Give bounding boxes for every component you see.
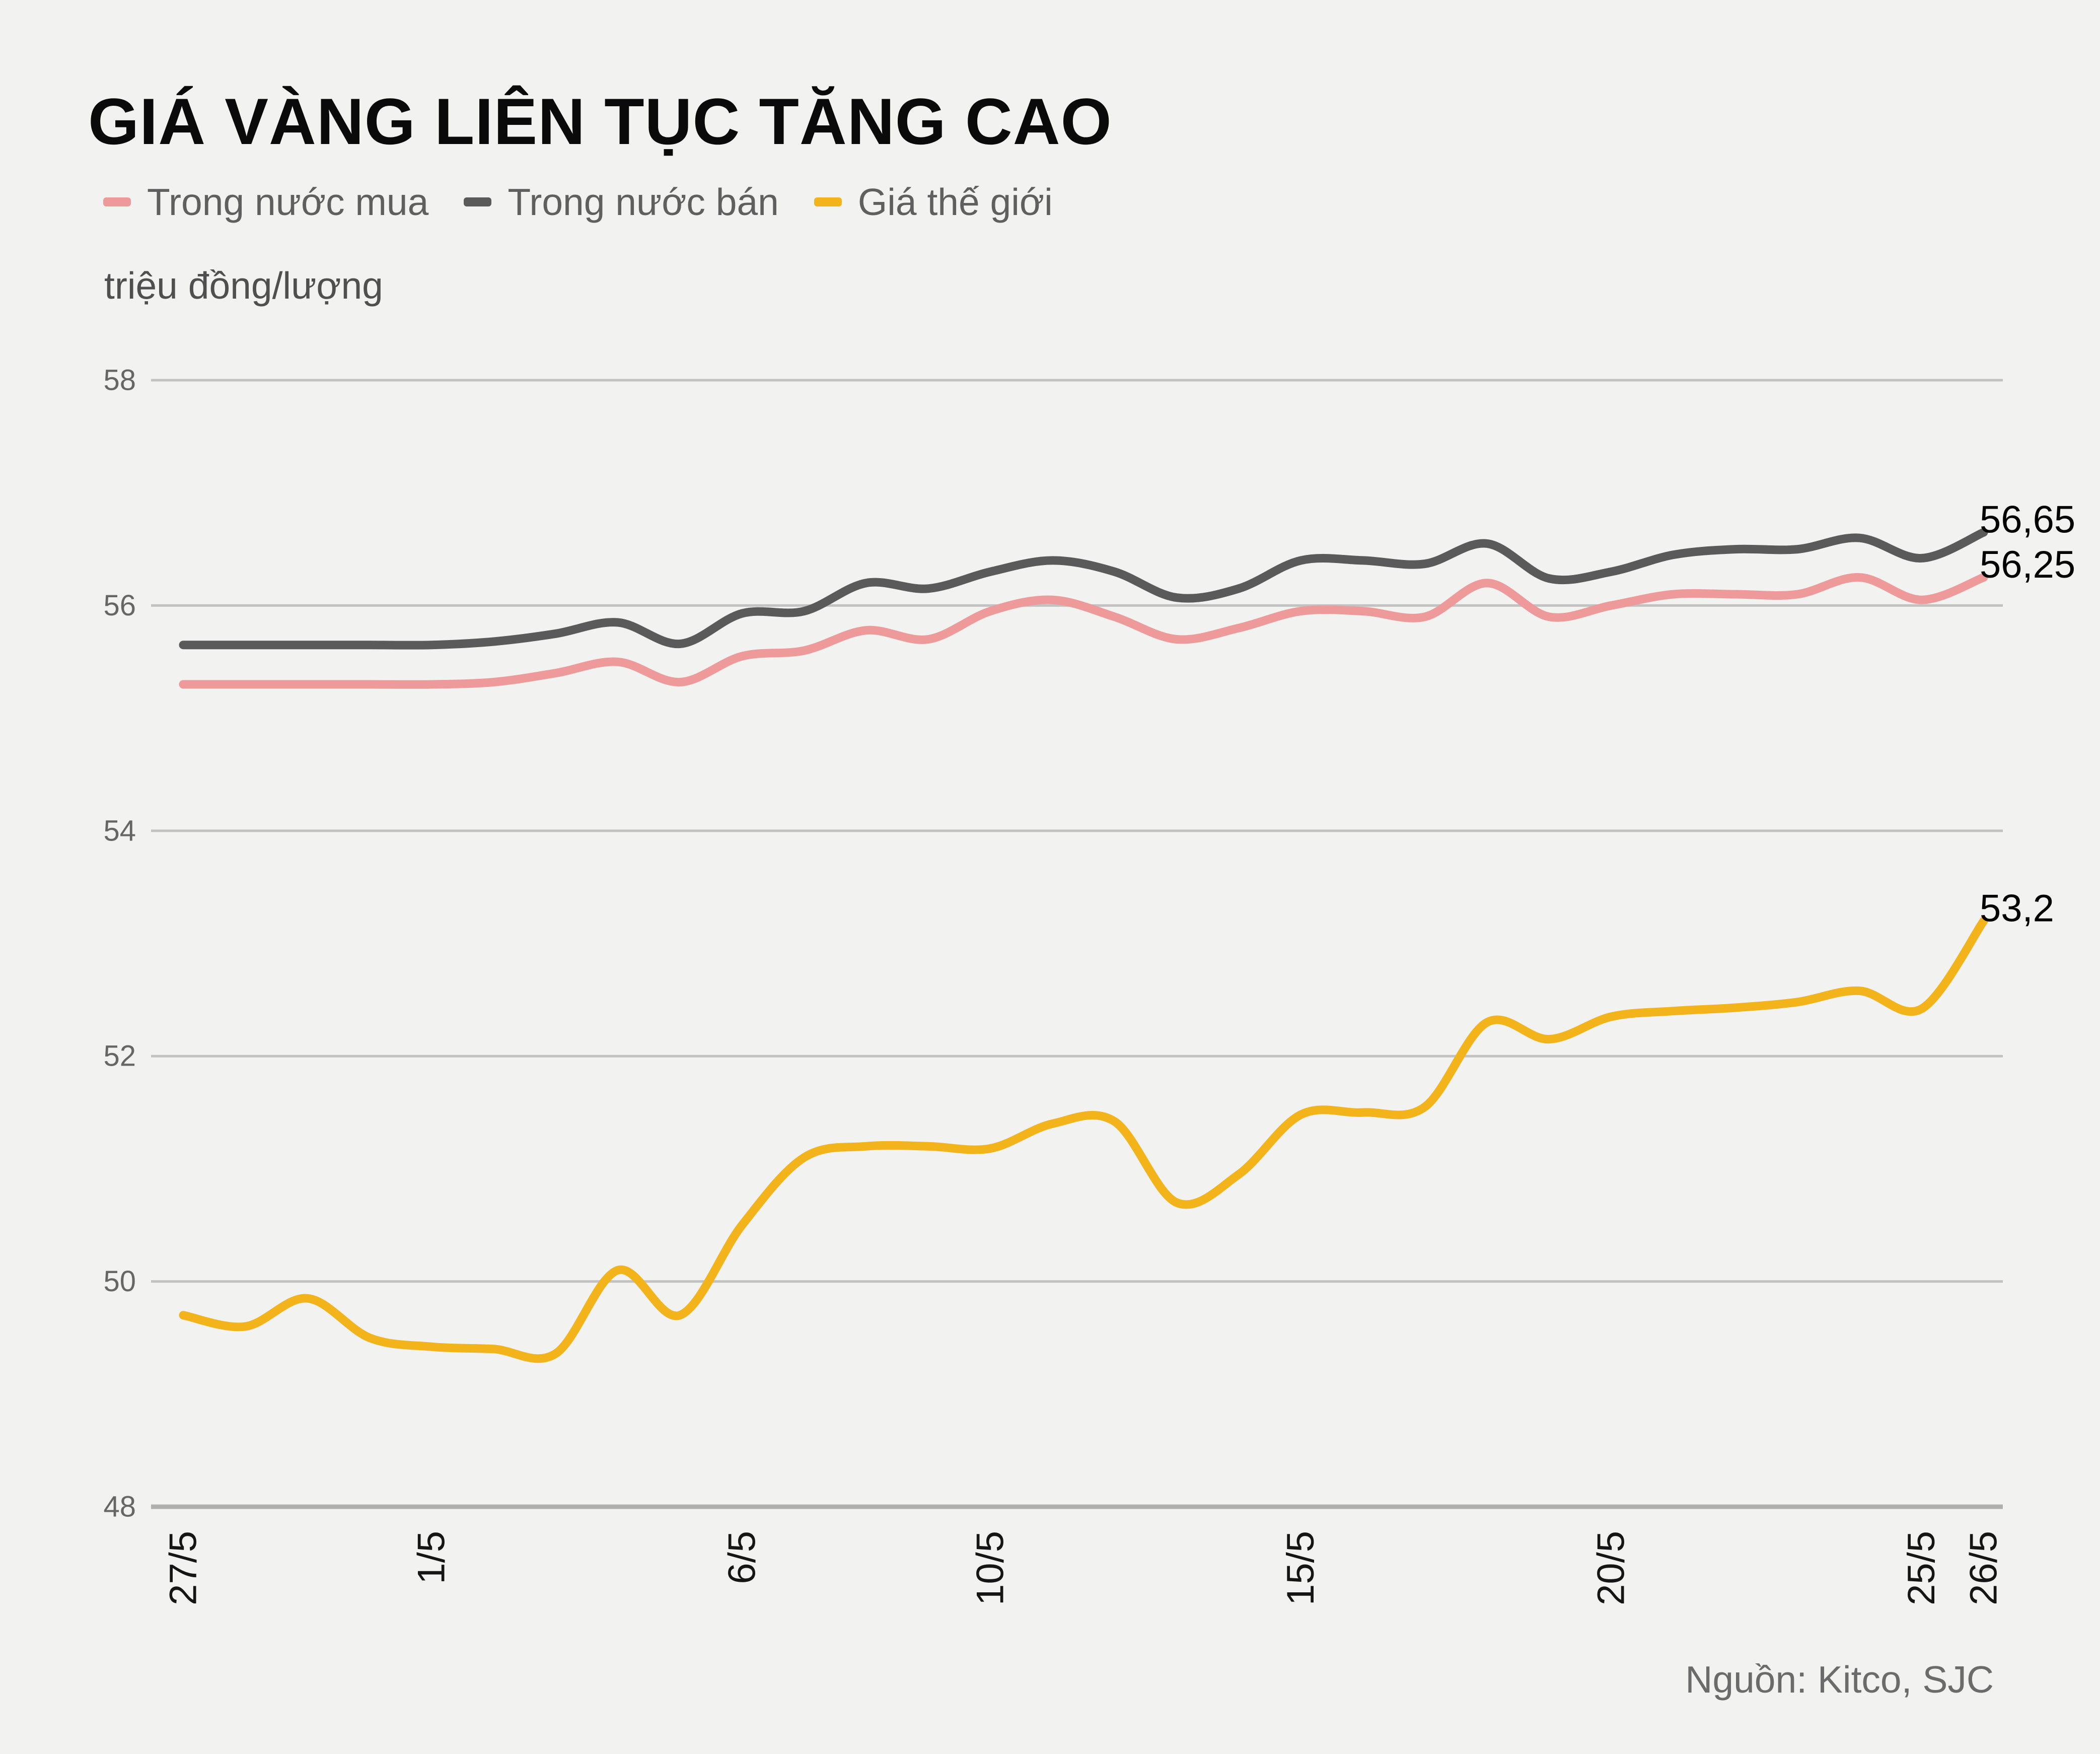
y-tick-label-54: 54 <box>103 814 136 847</box>
y-tick-label-58: 58 <box>103 364 136 397</box>
legend-label-trong-nuoc-mua: Trong nước mua <box>147 180 429 223</box>
legend-label-gia-the-gioi: Giá thế giới <box>857 180 1053 223</box>
x-tick-label-15-5: 15/5 <box>1279 1531 1322 1605</box>
end-label-trong-nuoc-ban: 56,65 <box>1980 499 2075 541</box>
x-tick-label-26-5: 26/5 <box>1963 1531 2005 1605</box>
legend: Trong nước mua Trong nước bán Giá thế gi… <box>103 181 1053 223</box>
x-tick-label-10-5: 10/5 <box>969 1531 1012 1605</box>
y-tick-label-48: 48 <box>103 1491 136 1523</box>
x-tick-label-6-5: 6/5 <box>720 1531 763 1584</box>
end-label-trong-nuoc-mua: 56,25 <box>1980 543 2075 586</box>
legend-swatch-trong-nuoc-mua <box>103 197 131 206</box>
y-tick-label-50: 50 <box>103 1265 136 1298</box>
y-tick-label-56: 56 <box>103 589 136 622</box>
y-axis-unit-label: triệu đồng/lượng <box>104 264 383 307</box>
x-tick-label-25-5: 25/5 <box>1900 1531 1943 1605</box>
series-line-trong-nuoc-mua <box>179 573 1988 689</box>
series-line-trong-nuoc-ban <box>179 528 1988 650</box>
x-tick-label-27-5: 27/5 <box>162 1531 205 1605</box>
legend-item-trong-nuoc-ban: Trong nước bán <box>464 183 779 221</box>
series-line-gia-the-gioi <box>179 917 1988 1363</box>
y-tick-label-52: 52 <box>103 1040 136 1073</box>
legend-swatch-gia-the-gioi <box>814 197 842 206</box>
legend-label-trong-nuoc-ban: Trong nước bán <box>508 180 779 223</box>
legend-item-trong-nuoc-mua: Trong nước mua <box>103 183 428 221</box>
end-label-gia-the-gioi: 53,2 <box>1980 887 2054 930</box>
x-tick-label-20-5: 20/5 <box>1590 1531 1633 1605</box>
legend-item-gia-the-gioi: Giá thế giới <box>814 183 1053 221</box>
x-tick-label-1-5: 1/5 <box>410 1531 453 1584</box>
source-credit: Nguồn: Kitco, SJC <box>1685 1658 1994 1701</box>
legend-swatch-trong-nuoc-ban <box>464 197 492 206</box>
chart-title: GIÁ VÀNG LIÊN TỤC TĂNG CAO <box>88 85 1112 158</box>
